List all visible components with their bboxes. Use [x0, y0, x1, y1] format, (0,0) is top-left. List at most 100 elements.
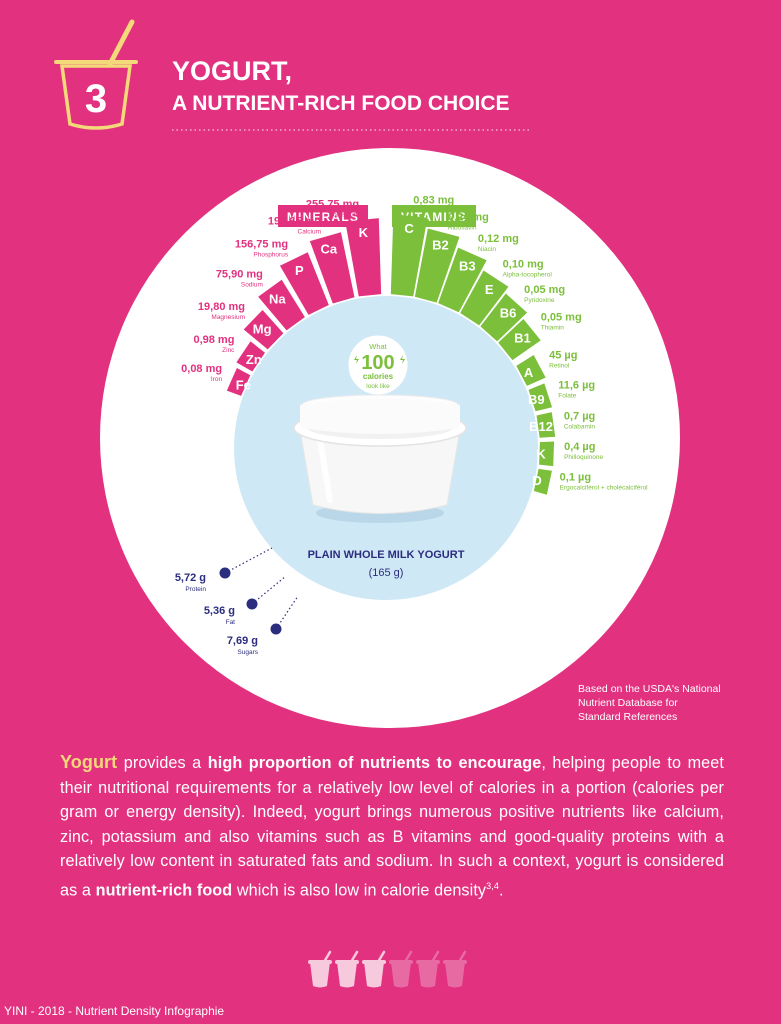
- nutrient-symbol: P: [295, 263, 304, 278]
- nutrient-bar: [414, 228, 460, 303]
- nutrient-value: 0,98 mg: [193, 334, 234, 346]
- nutrient-bar: [345, 218, 382, 297]
- superscript: 3,4: [486, 880, 499, 891]
- nutrient-name: Riboflavin: [448, 224, 477, 231]
- callout-look: look like: [366, 383, 390, 390]
- nutrient-bar: [516, 355, 546, 386]
- nutrient-value: 0,12 mg: [478, 233, 519, 245]
- nutrient-bar: [243, 309, 284, 350]
- nutrient-value: 199,65 mg: [268, 215, 321, 227]
- macro-dot: [246, 598, 258, 610]
- nutrient-value: 0,05 mg: [541, 311, 582, 323]
- nutrient-name: Thiamin: [541, 324, 565, 331]
- macro-dot: [219, 567, 231, 579]
- macros-group: 5,72 g Protein 5,36 g Fat 7,69 g Sugars: [175, 547, 299, 656]
- text-run: .: [498, 881, 504, 900]
- nutrient-bar: [390, 214, 428, 297]
- nutrient-symbol: D: [532, 473, 541, 488]
- nutrient-symbol: B3: [459, 258, 476, 273]
- minerals-label-box: [278, 205, 368, 227]
- nutrient-symbol: B1: [514, 331, 531, 346]
- nutrient-bar: [258, 279, 305, 331]
- nutrient-symbol: Na: [269, 291, 286, 306]
- nutrient-symbol: B6: [500, 305, 517, 320]
- nutrient-bar: [498, 318, 541, 361]
- nutrient-bar: [539, 441, 555, 467]
- minerals-label: MINERALS: [287, 210, 359, 224]
- brand-word: Yogurt: [60, 752, 118, 772]
- nutrient-symbol: C: [404, 221, 414, 236]
- nutrient-name: Potassium: [329, 211, 359, 218]
- nutrient-bar: [536, 412, 556, 438]
- nutrient-value: 0,1 µg: [560, 471, 591, 483]
- macro-name: Protein: [185, 586, 206, 593]
- footer-credit: YINI - 2018 - Nutrient Density Infograph…: [4, 1004, 225, 1018]
- nutrient-value: 19,80 mg: [198, 301, 245, 313]
- product-portion: (165 g): [369, 567, 404, 579]
- title-line-2: A NUTRIENT-RICH FOOD CHOICE: [172, 92, 510, 115]
- nutrient-name: Sodium: [241, 281, 263, 288]
- source-note: Based on the USDA's National Nutrient Da…: [578, 682, 721, 724]
- text-run: provides a: [117, 754, 208, 772]
- nutrient-bar: [480, 293, 528, 342]
- macro-value: 5,72 g: [175, 572, 206, 584]
- nutrient-symbol: B12: [529, 419, 553, 434]
- nutrient-value: 0,24 mg: [448, 211, 489, 223]
- nutrient-value: 0,4 µg: [564, 441, 595, 453]
- nutrient-value: 0,08 mg: [181, 363, 222, 375]
- nutrient-name: Pyridoxine: [524, 297, 555, 304]
- source-line: Standard References: [578, 711, 678, 723]
- macro-name: Sugars: [237, 649, 258, 656]
- nutrient-name: Magnesium: [211, 314, 245, 321]
- nutrient-bar: [236, 341, 265, 372]
- text-run: , helping people to meet their nutrition…: [60, 754, 724, 900]
- macro-leader: [251, 575, 287, 605]
- nutrient-bar: [528, 383, 553, 412]
- yogurt-pot-image: [293, 394, 467, 523]
- nutrient-name: Iron: [211, 376, 223, 383]
- nutrient-symbol: Mg: [253, 321, 272, 336]
- callout-unit: calories: [363, 372, 394, 381]
- nutrient-value: 156,75 mg: [235, 238, 288, 250]
- nutrient-symbol: B2: [432, 238, 449, 253]
- nutrient-bar: [533, 468, 552, 495]
- source-line: Based on the USDA's National: [578, 683, 721, 695]
- nutrient-name: Philloquinone: [564, 454, 603, 461]
- nutrient-name: Calcium: [298, 228, 321, 235]
- macro-leader: [224, 547, 273, 574]
- nutrient-symbol: Ca: [321, 242, 338, 257]
- source-line: Nutrient Database for: [578, 697, 678, 709]
- nutrient-symbol: A: [524, 365, 534, 380]
- nutrient-bar: [309, 232, 355, 304]
- nutrient-value: 45 µg: [549, 349, 577, 361]
- nutrient-name: Retinol: [549, 362, 570, 369]
- title-line-1: YOGURT,: [172, 56, 292, 86]
- description-paragraph: Yogurt provides a high proportion of nut…: [60, 750, 724, 903]
- macro-value: 5,36 g: [204, 605, 235, 617]
- nutrient-name: Phosphorus: [253, 251, 288, 258]
- macro-value: 7,69 g: [227, 635, 258, 647]
- nutrient-name: Zinc: [222, 347, 235, 354]
- nutrient-name: Niacin: [478, 246, 496, 253]
- callout-value: 100: [361, 352, 394, 374]
- section-number: 3: [85, 77, 107, 121]
- nutrient-name: Folate: [558, 393, 576, 400]
- nutrient-value: 0,7 µg: [564, 410, 595, 422]
- nutrient-symbol: Fe: [236, 377, 251, 392]
- nutrient-symbol: E: [485, 282, 494, 297]
- bold-run: nutrient-rich food: [95, 881, 233, 900]
- bold-run: high proportion of nutrients to encourag…: [207, 754, 542, 772]
- nutrient-value: 0,83 mg: [413, 194, 454, 206]
- product-name: PLAIN WHOLE MILK YOGURT: [308, 549, 465, 561]
- nutrient-symbol: B9: [528, 392, 545, 407]
- nutrient-name: Colabamin: [564, 423, 595, 430]
- nutrient-name: Ergocalciférol + cholécalciférol: [560, 484, 649, 491]
- nutrient-value: 11,6 µg: [558, 380, 595, 392]
- macro-leader: [275, 595, 299, 630]
- nutrient-name: Ascorbic acid: [413, 207, 452, 214]
- nutrient-symbol: K: [536, 446, 546, 461]
- nutrient-bar: [226, 368, 251, 396]
- calories-callout: What 100 calories look like: [345, 332, 411, 398]
